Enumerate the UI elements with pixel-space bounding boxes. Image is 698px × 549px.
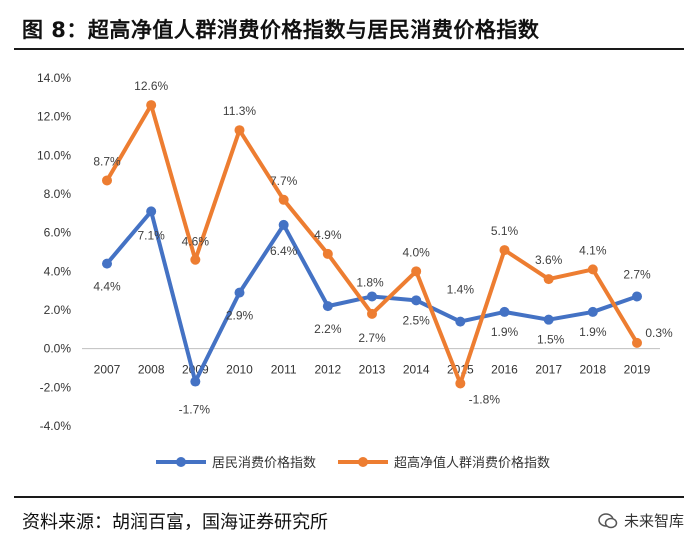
data-label: -1.8% <box>469 392 501 406</box>
data-label: 0.3% <box>645 326 673 340</box>
x-tick-label: 2010 <box>226 363 253 377</box>
y-tick-label: 0.0% <box>44 342 72 356</box>
x-tick-label: 2019 <box>624 363 651 377</box>
series-1-point <box>587 306 598 317</box>
series-2-point <box>146 100 157 111</box>
x-tick-label: 2008 <box>138 363 165 377</box>
legend-swatch-marker <box>358 457 368 467</box>
line-chart: -4.0% -2.0% 0.0% 2.0% 4.0% 6.0% 8.0% 10.0% 12.0%… <box>37 71 673 470</box>
data-label: 2.5% <box>402 313 430 327</box>
x-tick-label: 2016 <box>491 363 518 377</box>
y-tick-label: 8.0% <box>44 187 72 201</box>
series-2-point <box>322 248 333 259</box>
data-label: 2.2% <box>314 322 342 336</box>
data-label: 7.7% <box>270 174 298 188</box>
y-tick-label: 10.0% <box>37 148 71 162</box>
y-tick-label: 14.0% <box>37 71 71 85</box>
series-1-point <box>278 219 289 230</box>
data-label: 7.1% <box>137 228 165 242</box>
title-divider <box>14 48 684 50</box>
data-label: 4.9% <box>314 228 342 242</box>
series-2-point <box>455 378 466 389</box>
series-1-point <box>411 295 422 306</box>
data-label: 12.6% <box>134 79 168 93</box>
series-1-point <box>234 287 245 298</box>
watermark-text: 未来智库 <box>623 512 684 530</box>
legend-swatch-marker <box>176 457 186 467</box>
data-label: 3.6% <box>535 253 563 267</box>
series-2-point <box>190 254 201 265</box>
series-2-point <box>411 266 422 277</box>
watermark: 未来智库 <box>598 510 684 531</box>
x-tick-label: 2007 <box>94 363 121 377</box>
data-label: 1.9% <box>579 325 607 339</box>
legend: 居民消费价格指数 超高净值人群消费价格指数 <box>156 455 550 470</box>
series-1-point <box>632 291 642 302</box>
series-2-point <box>234 125 245 136</box>
series-layer <box>102 100 642 389</box>
series-1-point <box>499 306 510 317</box>
data-label: 1.5% <box>537 333 565 347</box>
legend-label: 超高净值人群消费价格指数 <box>394 455 550 470</box>
x-tick-label: 2011 <box>271 363 297 377</box>
data-label: 1.4% <box>447 283 475 297</box>
y-tick-label: 2.0% <box>44 303 72 317</box>
series-1-point <box>102 258 112 269</box>
x-tick-label: 2018 <box>579 363 606 377</box>
y-tick-label: 12.0% <box>37 110 71 124</box>
series-2-point <box>632 337 642 348</box>
x-tick-label: 2014 <box>403 363 430 377</box>
y-tick-label: -4.0% <box>40 419 72 433</box>
series-1-point <box>543 314 554 325</box>
x-tick-label: 2012 <box>314 363 341 377</box>
data-label: 2.7% <box>358 331 386 345</box>
series-2-point <box>102 175 112 186</box>
series-1-point <box>190 376 201 387</box>
series-1-point <box>146 206 157 217</box>
series-1-point <box>455 316 466 327</box>
series-1-point <box>367 291 377 302</box>
source-note: 资料来源：胡润百富，国海证券研究所 <box>22 512 328 533</box>
data-label: -1.7% <box>179 403 211 417</box>
x-tick-label: 2013 <box>359 363 386 377</box>
data-label: 6.4% <box>270 244 298 258</box>
data-label: 4.6% <box>182 235 210 249</box>
label-layer: 4.4% 7.1% -1.7% 2.9% 6.4% 2.2% 1.8% 2.5% 1.9% 1.5… <box>93 79 673 416</box>
chart-title: 图 8：超高净值人群消费价格指数与居民消费价格指数 <box>22 18 540 42</box>
y-tick-label: -2.0% <box>40 380 72 394</box>
data-label: 8.7% <box>93 154 121 168</box>
series-2-point <box>543 274 554 285</box>
data-label: 4.4% <box>93 280 121 294</box>
wechat-icon <box>598 512 618 528</box>
legend-label: 居民消费价格指数 <box>212 455 316 470</box>
x-tick-label: 2017 <box>535 363 562 377</box>
y-tick-label: 4.0% <box>44 264 72 278</box>
series-2-point <box>367 308 377 319</box>
y-tick-label: 6.0% <box>44 226 72 240</box>
source-divider <box>14 496 684 498</box>
series-2-point <box>499 245 510 256</box>
data-label: 4.1% <box>579 243 607 257</box>
data-label: 5.1% <box>491 224 519 238</box>
data-label: 2.7% <box>623 267 651 281</box>
series-2-point <box>587 264 598 275</box>
series-1-point <box>322 301 333 312</box>
data-label: 1.9% <box>491 325 519 339</box>
series-2-point <box>278 194 289 205</box>
data-label: 4.0% <box>402 245 430 259</box>
data-label: 2.9% <box>226 309 254 323</box>
axis-layer: -4.0% -2.0% 0.0% 2.0% 4.0% 6.0% 8.0% 10.0% 12.0%… <box>37 71 660 433</box>
data-label: 1.8% <box>356 275 384 289</box>
data-label: 11.3% <box>223 104 256 118</box>
